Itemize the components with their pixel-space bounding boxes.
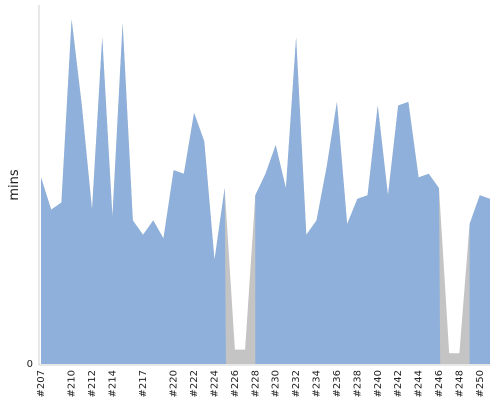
x-tick-label: #232 — [291, 370, 302, 397]
y-tick-labels: 0 — [27, 359, 33, 370]
series-area-segment — [469, 195, 490, 364]
series-area-segment — [41, 19, 226, 365]
x-tick-label: #238 — [352, 370, 363, 397]
x-tick-labels: #207 #210 #212 #214 #217 #220 #222 #224 #226 #228… — [36, 370, 486, 397]
x-tick-label: #246 — [434, 370, 445, 397]
x-tick-label: #207 — [36, 370, 47, 397]
x-tick-label: #242 — [393, 370, 404, 397]
x-tick-label: #230 — [271, 370, 282, 397]
x-tick-label: #212 — [87, 370, 98, 397]
y-tick-label: 0 — [27, 359, 33, 370]
x-tick-label: #250 — [475, 370, 486, 397]
area-layer — [41, 19, 490, 365]
x-tick-label: #224 — [209, 370, 220, 397]
x-tick-label: #220 — [169, 370, 180, 397]
x-tick-label: #240 — [373, 370, 384, 397]
series-area-segment — [255, 37, 441, 365]
x-tick-label: #214 — [107, 370, 118, 397]
x-tick-label: #244 — [414, 370, 425, 397]
x-tick-label: #217 — [138, 370, 149, 397]
x-tick-label: #226 — [230, 370, 241, 397]
x-tick-label: #248 — [454, 370, 465, 397]
x-tick-label: #234 — [312, 370, 323, 397]
x-tick-label: #210 — [67, 370, 78, 397]
x-tick-label: #236 — [332, 370, 343, 397]
x-tick-label: #228 — [250, 370, 261, 397]
x-tick-label: #222 — [189, 370, 200, 397]
y-axis-label: mins — [7, 169, 22, 201]
